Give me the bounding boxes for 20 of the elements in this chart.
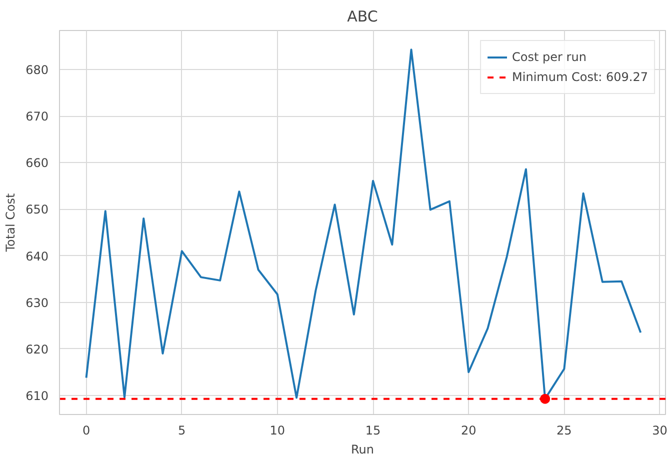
legend-label: Minimum Cost: 609.27 <box>512 70 648 84</box>
x-tick-label: 10 <box>270 424 286 438</box>
legend-label: Cost per run <box>512 50 586 64</box>
x-tick-label: 15 <box>365 424 381 438</box>
x-tick-label: 25 <box>556 424 572 438</box>
y-tick-label: 630 <box>26 296 48 310</box>
y-tick-label: 640 <box>26 249 48 264</box>
chart-title: ABC <box>347 8 378 26</box>
y-axis-title: Total Cost <box>4 192 18 253</box>
y-tick-label: 680 <box>26 63 48 78</box>
y-tick-label: 660 <box>26 156 48 170</box>
y-tick-label: 610 <box>26 388 48 403</box>
x-axis-title: Run <box>350 442 374 456</box>
y-tick-label: 620 <box>26 342 48 356</box>
y-tick-label: 670 <box>26 110 48 124</box>
x-tick-label: 0 <box>82 424 90 438</box>
x-tick-label: 20 <box>460 424 476 438</box>
y-tick-label: 650 <box>26 202 48 217</box>
x-tick-label: 30 <box>652 424 668 438</box>
x-tick-label: 5 <box>178 424 186 438</box>
